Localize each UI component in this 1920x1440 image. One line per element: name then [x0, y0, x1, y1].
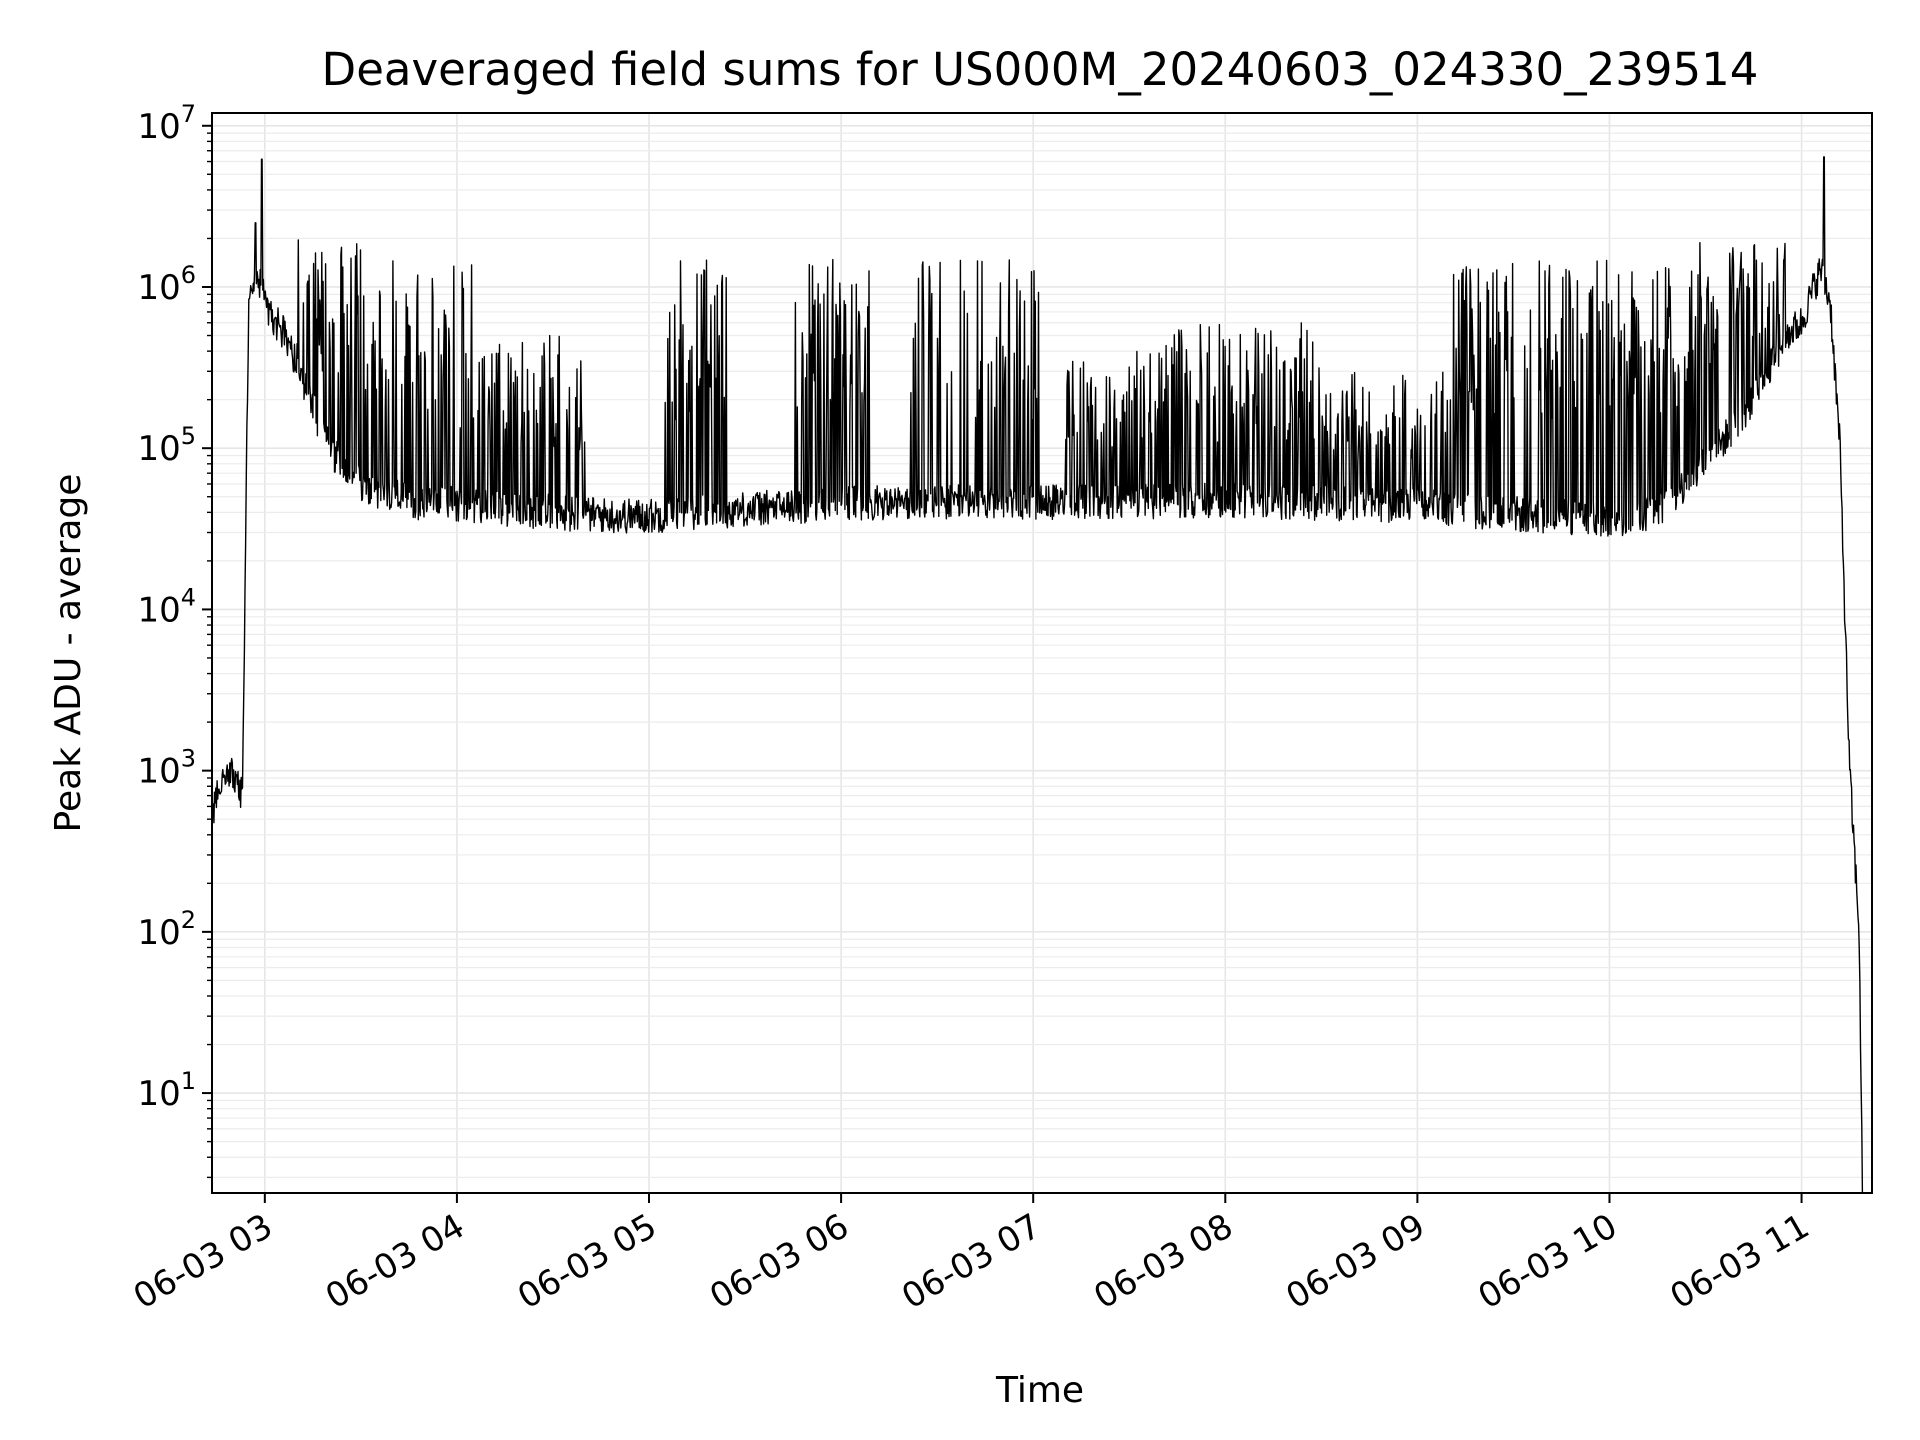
- x-axis-label: Time: [995, 1370, 1084, 1411]
- y-tick-label: 102: [137, 906, 196, 953]
- y-tick-label: 107: [137, 100, 196, 147]
- grid: [212, 113, 1872, 1193]
- series-group: [211, 156, 1864, 1194]
- series-line-0: [211, 156, 1864, 1194]
- y-tick-label: 101: [137, 1067, 196, 1114]
- y-axis-label: Peak ADU - average: [48, 474, 89, 833]
- y-tick-label: 105: [137, 422, 196, 469]
- plot-frame: [211, 112, 1873, 1194]
- y-tick-label: 106: [137, 261, 196, 308]
- y-tick-label: 104: [137, 583, 196, 630]
- y-tick-label: 103: [137, 745, 196, 792]
- chart-title: Deaveraged field sums for US000M_2024060…: [322, 43, 1759, 96]
